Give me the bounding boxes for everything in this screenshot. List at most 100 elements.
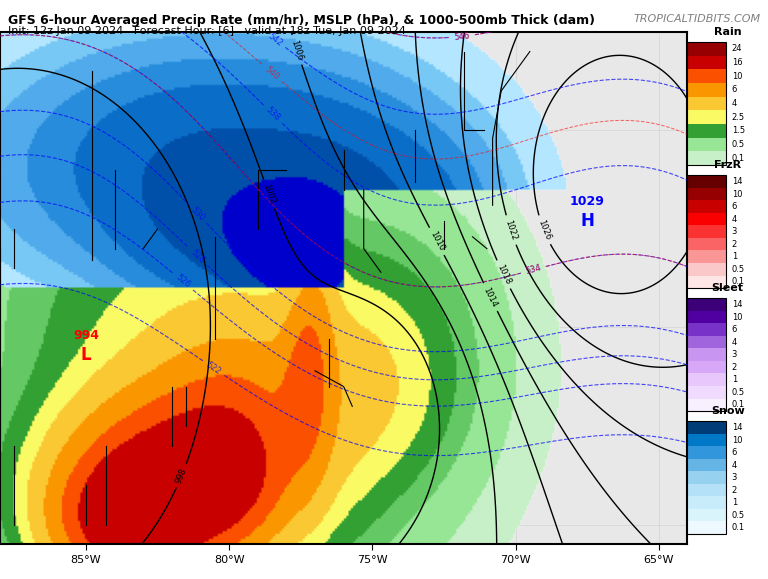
- Bar: [687, 276, 726, 288]
- Text: 2: 2: [732, 240, 737, 249]
- Text: 0.1: 0.1: [732, 277, 745, 286]
- Text: 0.1: 0.1: [732, 523, 745, 532]
- Text: 3: 3: [732, 227, 737, 236]
- Text: 10: 10: [732, 189, 742, 199]
- Text: 14: 14: [732, 423, 742, 432]
- Text: Snow: Snow: [711, 406, 744, 416]
- Bar: [687, 471, 726, 484]
- Text: 2: 2: [732, 362, 737, 372]
- Text: 530: 530: [189, 205, 207, 223]
- Text: TROPICALTIDBITS.COM: TROPICALTIDBITS.COM: [633, 14, 760, 24]
- Text: 0.5: 0.5: [732, 265, 745, 274]
- Text: 4: 4: [732, 215, 737, 223]
- Text: 546: 546: [454, 31, 471, 42]
- Text: 528: 528: [189, 247, 207, 265]
- Text: 1002: 1002: [261, 182, 277, 206]
- Text: 1: 1: [732, 252, 737, 261]
- Bar: [687, 175, 726, 188]
- Bar: [687, 124, 726, 138]
- Text: L: L: [81, 346, 91, 364]
- Bar: [687, 434, 726, 446]
- Text: 24: 24: [732, 45, 742, 53]
- Text: 1006: 1006: [290, 38, 304, 61]
- Text: 0.5: 0.5: [732, 511, 745, 520]
- Text: 534: 534: [525, 263, 542, 276]
- Bar: [687, 386, 726, 398]
- Bar: [687, 484, 726, 496]
- Bar: [687, 42, 726, 165]
- Text: 2: 2: [732, 486, 737, 494]
- Bar: [687, 138, 726, 151]
- Bar: [687, 496, 726, 509]
- Text: 2.5: 2.5: [732, 113, 745, 122]
- Bar: [687, 422, 726, 534]
- Text: 4: 4: [732, 338, 737, 347]
- Text: 526: 526: [174, 273, 192, 290]
- Text: 4: 4: [732, 461, 737, 470]
- Bar: [687, 225, 726, 238]
- Bar: [687, 422, 726, 434]
- Text: 994: 994: [73, 329, 99, 342]
- Bar: [687, 298, 726, 411]
- Text: FrzR: FrzR: [714, 160, 741, 170]
- Text: 538: 538: [264, 105, 282, 123]
- Text: 1014: 1014: [482, 285, 499, 309]
- Bar: [687, 323, 726, 336]
- Text: Sleet: Sleet: [712, 283, 743, 293]
- Bar: [687, 349, 726, 361]
- Bar: [687, 361, 726, 373]
- Text: 1010: 1010: [428, 230, 445, 253]
- Text: 1029: 1029: [570, 195, 604, 208]
- Text: 3: 3: [732, 473, 737, 482]
- Bar: [687, 263, 726, 276]
- Text: 534: 534: [525, 263, 542, 276]
- Text: 3: 3: [732, 350, 737, 359]
- Bar: [687, 188, 726, 200]
- Text: 10: 10: [732, 72, 742, 80]
- Bar: [687, 522, 726, 534]
- Bar: [687, 97, 726, 111]
- Bar: [687, 336, 726, 349]
- Text: H: H: [580, 212, 594, 230]
- Bar: [687, 509, 726, 522]
- Text: GFS 6-hour Averaged Precip Rate (mm/hr), MSLP (hPa), & 1000-500mb Thick (dam): GFS 6-hour Averaged Precip Rate (mm/hr),…: [8, 14, 594, 27]
- Bar: [687, 213, 726, 225]
- Text: 4: 4: [732, 99, 737, 108]
- Text: 6: 6: [732, 86, 737, 94]
- Text: 6: 6: [732, 325, 737, 334]
- Text: 1026: 1026: [536, 219, 552, 241]
- Text: Init: 12z Jan 09 2024   Forecast Hour: [6]   valid at 18z Tue, Jan 09 2024: Init: 12z Jan 09 2024 Forecast Hour: [6]…: [8, 26, 406, 36]
- Text: 14: 14: [732, 300, 742, 309]
- Text: 1: 1: [732, 498, 737, 507]
- Text: 0.5: 0.5: [732, 388, 745, 397]
- Bar: [687, 200, 726, 213]
- Text: Rain: Rain: [714, 27, 741, 37]
- Bar: [687, 373, 726, 386]
- Text: 1022: 1022: [503, 219, 518, 241]
- Bar: [687, 311, 726, 323]
- Bar: [687, 298, 726, 311]
- Text: 1018: 1018: [495, 263, 512, 286]
- Text: 0.5: 0.5: [732, 140, 745, 149]
- Bar: [687, 175, 726, 288]
- Bar: [687, 398, 726, 411]
- Text: 6: 6: [732, 448, 737, 457]
- Bar: [687, 459, 726, 471]
- Text: 546: 546: [454, 31, 471, 42]
- Bar: [687, 69, 726, 83]
- Text: 1: 1: [732, 375, 737, 384]
- Text: 14: 14: [732, 177, 742, 186]
- Text: 522: 522: [205, 360, 223, 376]
- Text: 1.5: 1.5: [732, 126, 745, 135]
- Bar: [687, 151, 726, 165]
- Bar: [687, 251, 726, 263]
- Bar: [687, 238, 726, 251]
- Bar: [687, 56, 726, 69]
- Text: 0.1: 0.1: [732, 154, 745, 163]
- Bar: [687, 446, 726, 459]
- Bar: [687, 83, 726, 97]
- Text: 540: 540: [263, 64, 281, 82]
- Text: 6: 6: [732, 202, 737, 211]
- Bar: [687, 42, 726, 56]
- Text: 542: 542: [266, 31, 284, 48]
